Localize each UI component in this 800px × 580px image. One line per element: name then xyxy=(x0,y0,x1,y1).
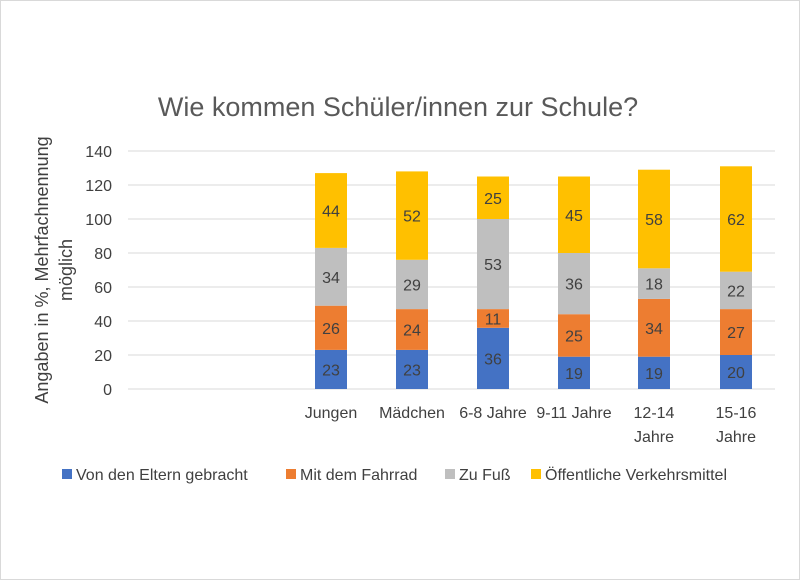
x-category-label: 15-16 xyxy=(716,405,757,422)
data-label: 20 xyxy=(727,365,745,382)
data-label: 25 xyxy=(484,191,502,208)
data-label: 19 xyxy=(565,366,583,383)
bar-segment xyxy=(720,271,752,310)
data-label: 58 xyxy=(645,212,663,229)
y-tick-label: 80 xyxy=(94,246,112,263)
bar-segment xyxy=(396,349,428,389)
bar-segment xyxy=(477,219,509,310)
data-label: 18 xyxy=(645,277,663,294)
legend-swatch xyxy=(286,469,296,479)
y-axis-ticks: 0 20 40 60 80 100 120 140 xyxy=(85,144,112,399)
legend-label: Öffentliche Verkehrsmittel xyxy=(545,466,727,484)
data-label: 23 xyxy=(403,362,421,379)
bar-segment xyxy=(315,305,347,350)
bar-segment xyxy=(558,356,590,389)
data-label: 45 xyxy=(565,208,583,225)
bars: 23 26 34 44 23 24 29 52 36 11 53 25 19 25 36 45 19 34 18 58… xyxy=(315,166,752,389)
legend-label: Von den Eltern gebracht xyxy=(76,467,248,484)
legend-label: Mit dem Fahrrad xyxy=(300,467,417,484)
bar-segment xyxy=(315,173,347,248)
x-category-label: 9-11 Jahre xyxy=(536,405,611,422)
bar-segment xyxy=(720,309,752,355)
y-tick-label: 60 xyxy=(94,280,112,297)
bar-segment xyxy=(558,253,590,315)
bar-segment xyxy=(396,259,428,310)
data-label: 25 xyxy=(565,328,583,345)
x-category-label: 12-14 xyxy=(634,405,675,422)
x-category-label: 6-8 Jahre xyxy=(459,405,527,422)
x-axis-categories: Jungen Mädchen 6-8 Jahre 9-11 Jahre 12-14 Jah… xyxy=(305,405,757,446)
gridlines xyxy=(128,150,775,390)
x-category-label: Jungen xyxy=(305,405,358,422)
x-category-label: Jahre xyxy=(634,429,674,446)
bar-segment xyxy=(477,327,509,389)
data-label: 44 xyxy=(322,204,340,221)
legend-swatch xyxy=(445,469,455,479)
data-label: 36 xyxy=(484,351,502,368)
bar-segment xyxy=(477,176,509,219)
data-label: 26 xyxy=(322,321,340,338)
data-label: 36 xyxy=(565,277,583,294)
x-category-label: Jahre xyxy=(716,429,756,446)
bar-segment xyxy=(558,176,590,253)
bar-segment xyxy=(315,247,347,306)
y-axis-label: Angaben in %, Mehrfachnennung möglich xyxy=(32,136,76,403)
data-label: 23 xyxy=(322,362,340,379)
y-tick-label: 140 xyxy=(85,144,112,161)
y-axis-label-line: Angaben in %, Mehrfachnennung xyxy=(32,136,52,403)
y-tick-label: 0 xyxy=(103,382,112,399)
bar-segment xyxy=(558,314,590,357)
data-label: 62 xyxy=(727,212,745,229)
bar-segment xyxy=(720,166,752,272)
bar-segment xyxy=(638,298,670,357)
y-tick-label: 20 xyxy=(94,348,112,365)
bar-segment xyxy=(638,268,670,299)
data-label: 34 xyxy=(645,321,663,338)
data-label: 24 xyxy=(403,323,421,340)
legend-swatch xyxy=(62,469,72,479)
bar-segment xyxy=(638,356,670,389)
bar-segment xyxy=(720,355,752,389)
data-label: 34 xyxy=(322,270,340,287)
data-label: 19 xyxy=(645,366,663,383)
data-label: 52 xyxy=(403,209,421,226)
y-axis-label-line: möglich xyxy=(56,239,76,301)
bar-segment xyxy=(638,169,670,269)
data-label: 29 xyxy=(403,277,421,294)
bar-segment xyxy=(396,171,428,260)
legend-label: Zu Fuß xyxy=(459,467,511,484)
data-label: 22 xyxy=(727,283,745,300)
data-label: 53 xyxy=(484,257,502,274)
y-tick-label: 100 xyxy=(85,212,112,229)
legend-swatch xyxy=(531,469,541,479)
legend: Von den Eltern gebracht Mit dem Fahrrad Zu… xyxy=(62,466,727,484)
chart-title: Wie kommen Schüler/innen zur Schule? xyxy=(158,92,638,122)
bar-segment xyxy=(477,309,509,328)
y-tick-label: 40 xyxy=(94,314,112,331)
data-label: 11 xyxy=(485,311,502,328)
y-tick-label: 120 xyxy=(85,178,112,195)
data-label: 27 xyxy=(727,325,745,342)
x-category-label: Mädchen xyxy=(379,405,445,422)
bar-segment xyxy=(315,349,347,389)
bar-segment xyxy=(396,309,428,350)
